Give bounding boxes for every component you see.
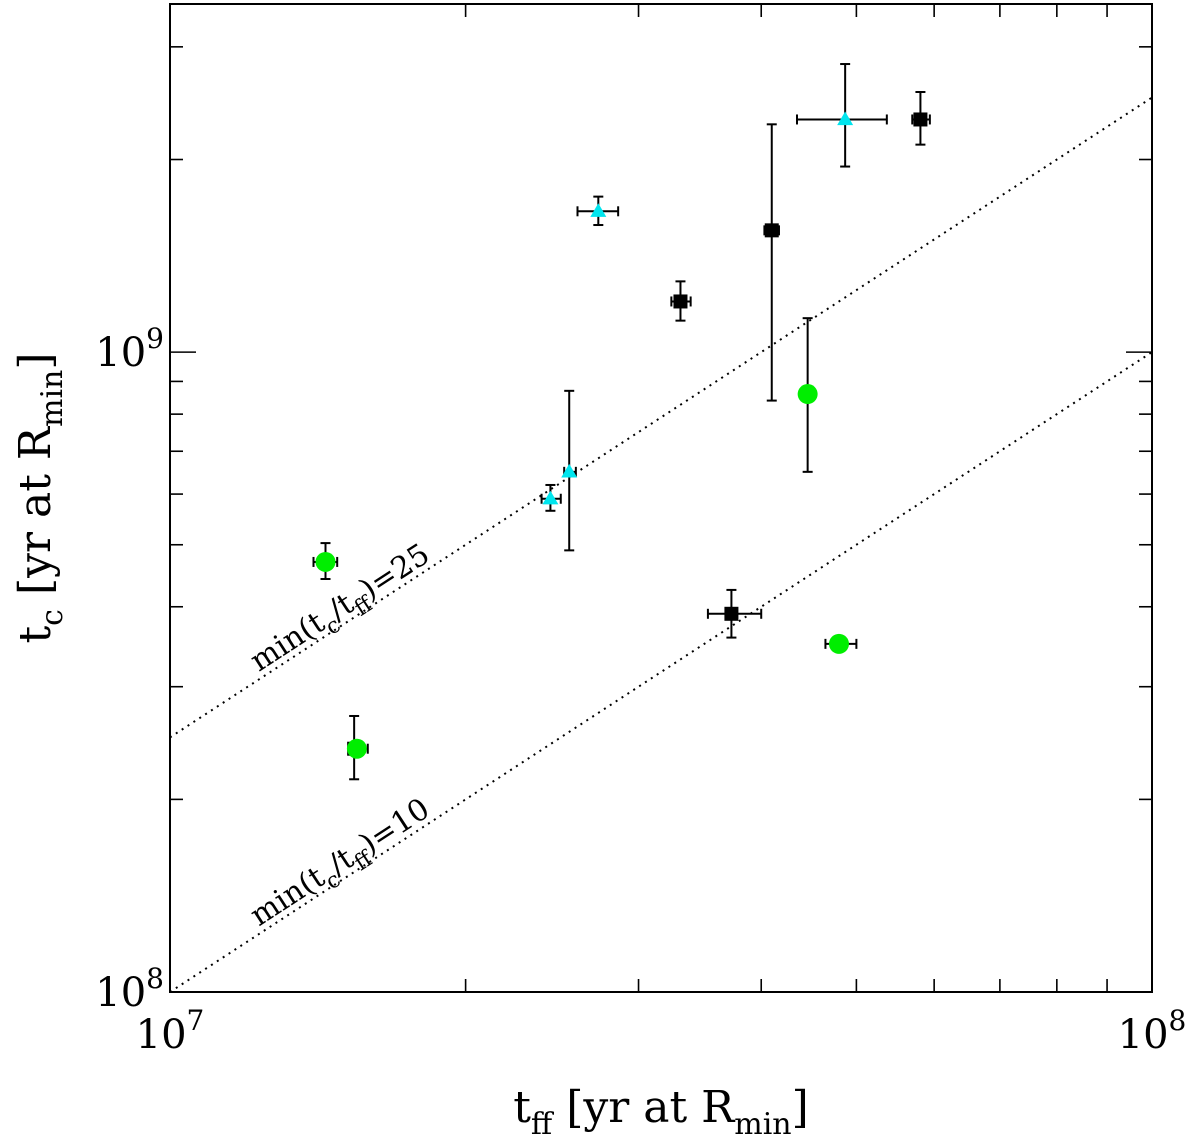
- reference-line-label-25: min(tc/tff)=25: [244, 537, 440, 685]
- circle-point: [797, 317, 818, 473]
- square-point: [706, 588, 763, 639]
- triangle-point: [561, 389, 578, 552]
- circle-marker: [797, 384, 818, 405]
- circle-point: [346, 738, 369, 759]
- square-point: [911, 90, 931, 146]
- triangle-marker: [837, 111, 854, 126]
- square-marker: [764, 223, 779, 238]
- triangle-marker: [561, 463, 578, 478]
- axis-ticks: [169, 4, 1153, 993]
- plot-frame: [169, 3, 1153, 993]
- circle-marker: [315, 551, 336, 572]
- triangle-point: [795, 63, 888, 168]
- triangle-marker: [590, 203, 607, 217]
- square-marker: [913, 112, 928, 127]
- square-marker: [724, 606, 739, 621]
- square-point: [763, 123, 780, 402]
- data-points: [312, 63, 931, 781]
- x-axis-label: tff [yr at Rmin]: [513, 1082, 809, 1140]
- circle-point: [824, 633, 858, 654]
- reference-lines: min(tc/tff)=25 min(tc/tff)=10: [169, 96, 1153, 993]
- reference-line-label-10: min(tc/tff)=10: [244, 792, 440, 940]
- circle-marker: [346, 738, 367, 759]
- x-tick-label: 107: [136, 1004, 205, 1058]
- square-point: [670, 280, 692, 322]
- triangle-marker: [542, 490, 559, 505]
- triangle-point: [540, 483, 562, 512]
- triangle-point: [576, 195, 620, 227]
- y-tick-label: 109: [95, 322, 164, 376]
- y-axis-label: tc [yr at Rmin]: [10, 352, 70, 643]
- square-marker: [673, 294, 688, 309]
- x-tick-label: 108: [1118, 1004, 1187, 1058]
- y-tick-label: 108: [95, 962, 164, 1016]
- circle-point: [312, 542, 339, 581]
- circle-marker: [828, 633, 849, 654]
